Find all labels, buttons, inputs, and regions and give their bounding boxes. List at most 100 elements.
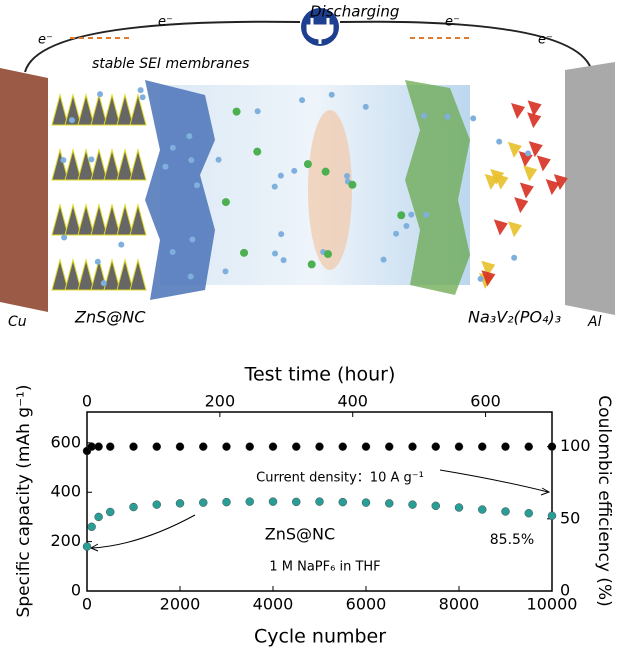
ion [525,150,532,157]
point [478,442,487,451]
ion [272,250,279,257]
annotation: 85.5% [490,532,534,548]
ion [60,157,67,164]
ion [280,257,287,264]
point [175,499,185,508]
ion [444,113,451,120]
ion [88,156,95,163]
annotation: Current density：10 A g⁻¹ [256,471,424,486]
point [501,507,510,516]
y-tick-label: 400 [50,482,81,501]
y-tick-label: 600 [50,432,81,451]
crystal [527,112,542,129]
crystal [64,203,82,236]
ion [328,91,335,98]
crystal [116,148,134,181]
crystal [514,197,529,214]
ion [253,147,262,156]
arrow [439,469,549,493]
crystal [511,103,526,120]
membrane [308,110,352,270]
ion [380,256,387,263]
ion [232,107,241,116]
point [268,442,278,451]
crystal [103,148,121,181]
x-tick-label: 6000 [346,595,387,614]
crystal [64,93,82,126]
ion [496,138,503,145]
point [361,498,371,507]
point [385,499,394,508]
x2-tick-label: 400 [337,392,368,411]
crystal [536,155,551,172]
ion [423,211,430,218]
point [315,497,324,506]
point [94,512,103,522]
crystal [490,168,505,185]
crystal [129,148,147,181]
ion [397,211,406,220]
x-tick-label: 0 [82,595,92,614]
crystal [553,174,568,191]
crystal [77,258,95,291]
ion [303,160,312,169]
x-axis-label: Cycle number [254,626,386,648]
point [454,503,464,512]
point [524,509,533,518]
crystal [64,258,82,291]
crystal [51,203,69,236]
point [129,502,138,512]
x2-tick-label: 0 [82,392,92,411]
ion [169,144,176,151]
ion [344,173,351,180]
label: e⁻ [538,33,553,48]
crystal [77,93,95,126]
point [431,501,440,511]
ion [215,156,222,163]
y-tick-label: 200 [50,531,81,550]
y-axis-label: Specific capacity (mAh g⁻¹) [14,385,34,618]
decoration [51,87,568,291]
ion [139,94,146,101]
plug-glyph [306,18,334,44]
crystal [51,258,69,291]
crystal [77,203,95,236]
annotation: ZnS@NC [265,525,335,544]
x-tick-label: 8000 [439,595,480,614]
sei-membrane [145,80,215,300]
ion [68,117,75,124]
x-tick-label: 2000 [160,595,201,614]
point [501,442,510,451]
ion [277,172,284,179]
point [385,442,394,451]
ion [118,241,125,248]
point [152,500,161,509]
plot-frame [86,411,553,592]
point [315,442,324,451]
arrow-head [540,487,551,496]
label: stable SEI membranes [92,56,249,72]
point [338,442,347,451]
point [292,497,301,507]
crystal [90,148,108,181]
point [94,442,103,451]
x-tick-label: 4000 [253,595,294,614]
point [454,442,464,451]
point [152,442,161,451]
ion [271,183,278,190]
point [199,442,208,451]
ion [221,198,230,207]
x2-axis-label: Test time (hour) [244,364,396,386]
ion [193,182,200,189]
ion [348,180,357,189]
ion [187,273,194,280]
crystal [51,93,69,126]
point [199,498,208,507]
ion [254,108,261,115]
ion [321,167,330,176]
crystal [523,165,538,182]
ion [186,133,193,140]
y2-tick-label: 100 [560,436,591,455]
y-tick-label: 0 [71,581,81,600]
crystal [64,148,82,181]
